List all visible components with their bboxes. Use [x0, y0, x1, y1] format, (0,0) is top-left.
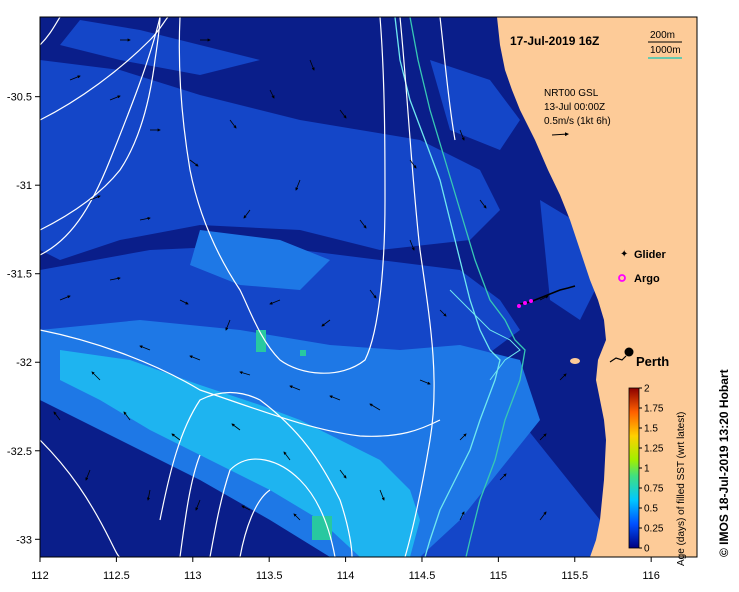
lon-tick-label: 115.5: [561, 570, 588, 582]
colorbar-tick-label: 0.5: [644, 504, 658, 515]
lon-tick-label: 115: [490, 570, 508, 582]
current-legend-scale: 0.5m/s (1kt 6h): [544, 116, 611, 127]
colorbar-tick-label: 1.5: [644, 424, 658, 435]
colorbar-tick-label: 1: [644, 464, 650, 475]
lon-tick-label: 113: [184, 570, 202, 582]
current-legend-arrow: [551, 132, 569, 137]
perth-label: Perth: [636, 354, 669, 369]
colorbar-tick-label: 0.25: [644, 524, 664, 535]
rottnest-island: [570, 358, 580, 364]
lon-tick-label: 113.5: [256, 570, 283, 582]
colorbar-tick-label: 0.75: [644, 484, 664, 495]
current-vectors: [53, 38, 567, 521]
colorbar-tick-label: 2: [644, 384, 650, 395]
date-label: 17-Jul-2019 16Z: [510, 34, 599, 48]
lat-tick-label: -31: [16, 180, 32, 192]
colorbar: [628, 387, 640, 549]
lon-tick-label: 114.5: [409, 570, 436, 582]
lon-tick-label: 112: [31, 570, 49, 582]
isobath-1000m-legend-label: 1000m: [650, 45, 681, 56]
perth-marker: [624, 347, 634, 357]
current-legend-time: 13-Jul 00:00Z: [544, 102, 605, 113]
argo-legend-symbol: [618, 274, 626, 282]
map-plot-area: [40, 17, 697, 557]
lon-tick-label: 116: [642, 570, 660, 582]
isobath-200m-legend-label: 200m: [650, 30, 675, 41]
glider-legend-label: Glider: [634, 249, 667, 261]
lat-tick-label: -30.5: [7, 92, 32, 104]
colorbar-title: Age (days) of filled SST (wrt latest): [676, 412, 687, 566]
argo-legend-label: Argo: [634, 273, 660, 285]
colorbar-tick-label: 0: [644, 544, 650, 555]
ocean-cyan-band: [60, 350, 420, 557]
isobath-200m: [394, 17, 501, 557]
latitude-axis: -30.5 -31 -31.5 -32 -32.5 -33: [7, 92, 40, 546]
colorbar-tick-label: 1.75: [644, 404, 664, 415]
perth-coast-track: [609, 355, 627, 363]
isobath-200m: [449, 289, 521, 381]
lat-tick-label: -31.5: [7, 269, 32, 281]
lat-tick-label: -32.5: [7, 446, 32, 458]
land-western-australia: [497, 17, 697, 557]
lat-tick-label: -32: [16, 357, 32, 369]
imos-credit: © IMOS 18-Jul-2019 13:20 Hobart: [717, 369, 731, 557]
current-legend-title: NRT00 GSL: [544, 88, 599, 99]
lat-tick-label: -33: [16, 534, 32, 546]
glider-markers: [517, 299, 533, 308]
isobath-1000m: [409, 17, 526, 557]
longitude-axis: 112 112.5 113 113.5 114 114.5 115 115.5 116: [31, 557, 660, 582]
colorbar-tick-label: 1.25: [644, 444, 664, 455]
lon-tick-label: 114: [337, 570, 355, 582]
lon-tick-label: 112.5: [103, 570, 130, 582]
glider-legend-symbol: ✦: [620, 249, 628, 260]
warm-age-patch: [312, 516, 332, 540]
colorbar-ticks: 0 0.25 0.5 0.75 1 1.25 1.5 1.75 2: [639, 384, 664, 555]
warm-age-patch: [300, 350, 306, 356]
ssh-contours: [40, 17, 456, 557]
warm-age-patch: [256, 330, 266, 352]
map-frame: [39, 16, 698, 558]
